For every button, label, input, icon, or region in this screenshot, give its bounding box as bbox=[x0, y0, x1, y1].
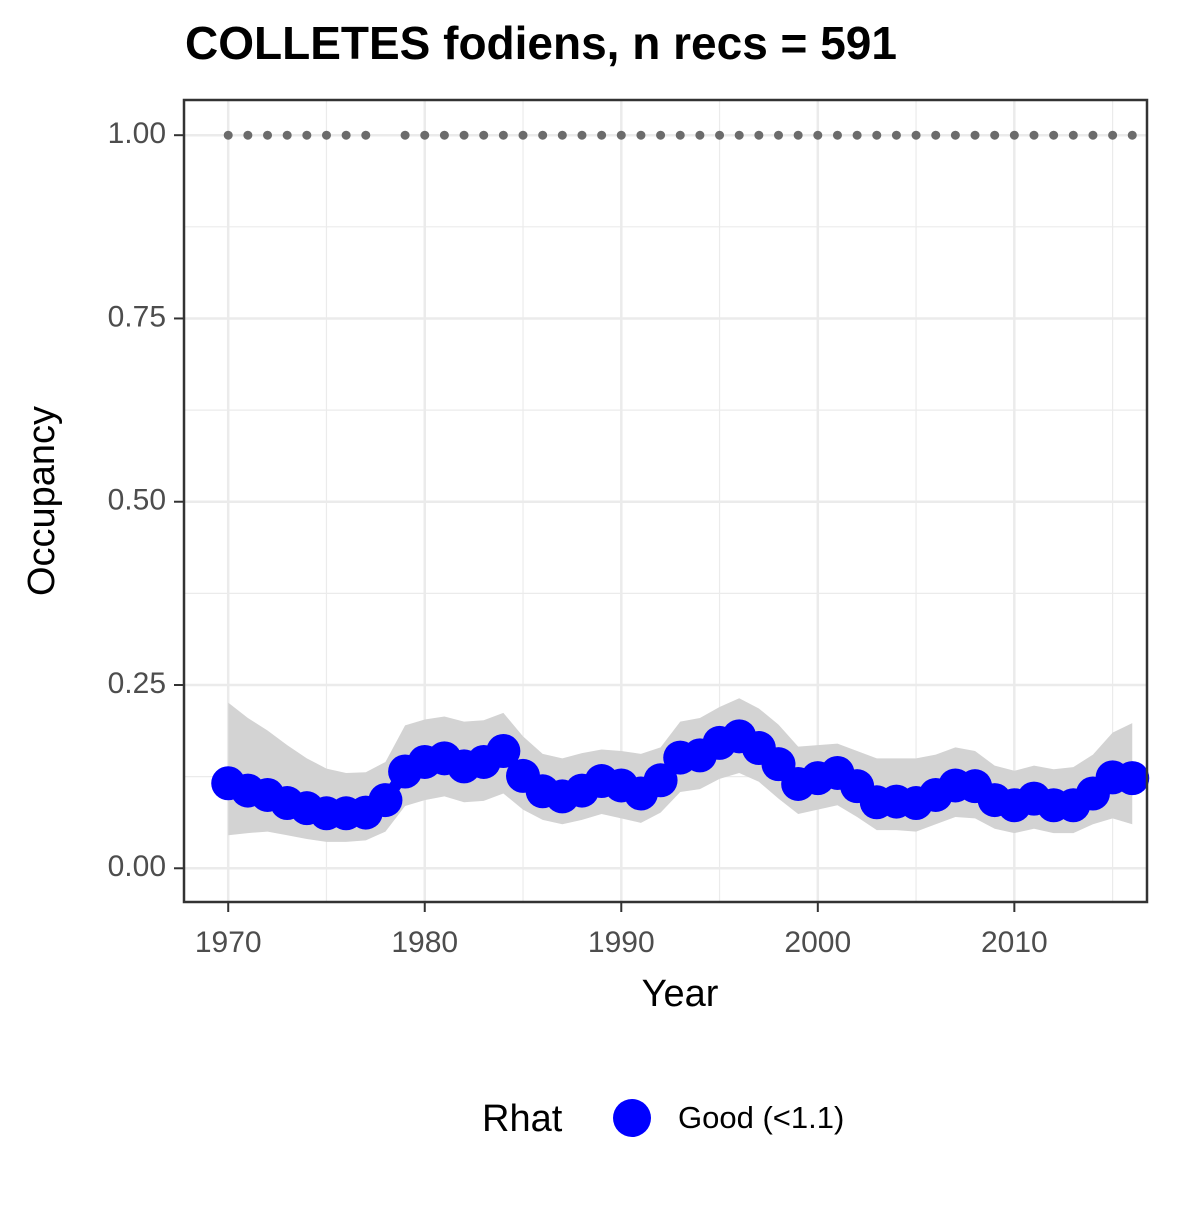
occupancy-point bbox=[643, 763, 678, 798]
record-point bbox=[302, 130, 312, 140]
record-point bbox=[400, 130, 410, 140]
record-point bbox=[498, 130, 508, 140]
record-point bbox=[1009, 130, 1019, 140]
record-point bbox=[341, 130, 351, 140]
record-point bbox=[361, 130, 371, 140]
record-point bbox=[1049, 130, 1059, 140]
record-point bbox=[263, 130, 273, 140]
record-point bbox=[538, 130, 548, 140]
occupancy-point bbox=[368, 783, 403, 818]
x-tick-label: 1980 bbox=[391, 926, 458, 959]
record-point bbox=[243, 130, 253, 140]
record-point bbox=[970, 130, 980, 140]
record-point bbox=[577, 130, 587, 140]
record-point bbox=[616, 130, 626, 140]
record-point bbox=[931, 130, 941, 140]
record-point bbox=[420, 130, 430, 140]
x-tick-label: 2010 bbox=[981, 926, 1048, 959]
record-point bbox=[1127, 130, 1137, 140]
record-point bbox=[990, 130, 1000, 140]
record-point bbox=[891, 130, 901, 140]
legend-title: Rhat bbox=[482, 1098, 563, 1140]
record-point bbox=[1108, 130, 1118, 140]
record-point bbox=[1068, 130, 1078, 140]
record-point bbox=[695, 130, 705, 140]
y-tick-label: 0.50 bbox=[108, 484, 166, 517]
record-point bbox=[911, 130, 921, 140]
record-point bbox=[518, 130, 528, 140]
y-tick-label: 0.00 bbox=[108, 850, 166, 883]
record-point bbox=[832, 130, 842, 140]
record-point bbox=[597, 130, 607, 140]
y-tick-label: 1.00 bbox=[108, 117, 166, 150]
x-tick-label: 2000 bbox=[784, 926, 851, 959]
legend-label: Good (<1.1) bbox=[678, 1100, 844, 1135]
record-point bbox=[852, 130, 862, 140]
record-point bbox=[223, 130, 233, 140]
record-point bbox=[636, 130, 646, 140]
record-point bbox=[734, 130, 744, 140]
y-axis-title: Occupancy bbox=[21, 406, 63, 596]
record-point bbox=[950, 130, 960, 140]
legend-key bbox=[613, 1099, 651, 1137]
x-tick-label: 1990 bbox=[588, 926, 655, 959]
record-point bbox=[459, 130, 469, 140]
record-point bbox=[439, 130, 449, 140]
x-tick-label: 1970 bbox=[195, 926, 262, 959]
record-point bbox=[656, 130, 666, 140]
record-point bbox=[282, 130, 292, 140]
record-point bbox=[1029, 130, 1039, 140]
record-point bbox=[793, 130, 803, 140]
record-point bbox=[675, 130, 685, 140]
record-point bbox=[715, 130, 725, 140]
record-point bbox=[321, 130, 331, 140]
record-point bbox=[1088, 130, 1098, 140]
record-point bbox=[813, 130, 823, 140]
chart-title: COLLETES fodiens, n recs = 591 bbox=[185, 17, 897, 69]
record-point bbox=[872, 130, 882, 140]
record-point bbox=[774, 130, 784, 140]
y-tick-label: 0.75 bbox=[108, 300, 166, 333]
occupancy-point bbox=[1115, 761, 1150, 796]
record-point bbox=[557, 130, 567, 140]
x-axis-title: Year bbox=[642, 973, 719, 1015]
plot-border bbox=[182, 98, 1149, 904]
record-point bbox=[479, 130, 489, 140]
y-tick-label: 0.25 bbox=[108, 667, 166, 700]
occupancy-point bbox=[486, 733, 521, 768]
record-point bbox=[754, 130, 764, 140]
